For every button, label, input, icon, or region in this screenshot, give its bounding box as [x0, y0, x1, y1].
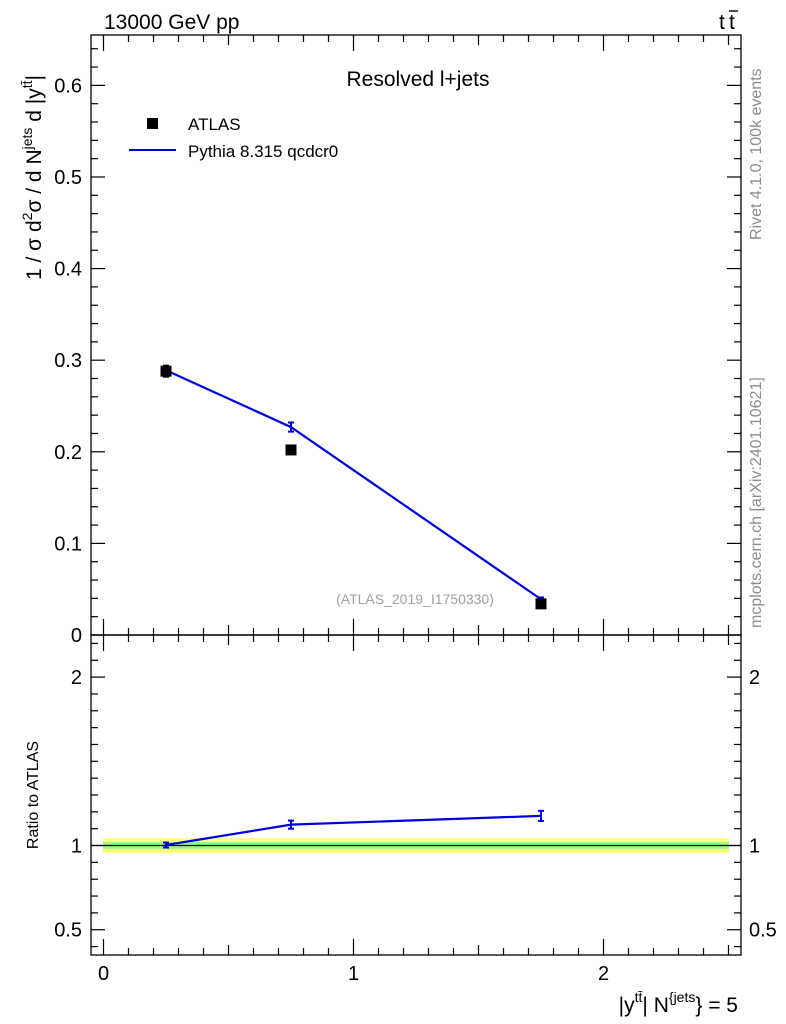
main-y-tick-label: 0.6	[54, 75, 82, 97]
main-y-tick-label: 0.3	[54, 350, 82, 372]
svg-text:t: t	[729, 11, 735, 34]
ratio-y-axis-ticks: 0.5 0.5 1 1 2 2	[54, 642, 777, 948]
main-y-axis-ticks: 0 0.1 0.2 0.3 0.4 0.5 0.6	[54, 48, 741, 647]
collision-energy-label: 13000 GeV pp	[104, 11, 239, 34]
process-label: t t	[719, 10, 738, 34]
ratio-y-tick-label-right: 2	[749, 667, 760, 689]
ratio-y-tick-label-left: 0.5	[54, 920, 82, 942]
legend-label-pythia: Pythia 8.315 qcdcr0	[188, 142, 338, 161]
atlas-data-point	[285, 444, 297, 456]
ratio-y-tick-label-left: 2	[71, 667, 82, 689]
ratio-y-axis-label: Ratio to ATLAS	[25, 741, 42, 849]
x-tick-label: 2	[598, 963, 609, 985]
main-y-tick-label: 0.2	[54, 442, 82, 464]
legend: ATLAS Pythia 8.315 qcdcr0	[129, 115, 338, 161]
main-y-axis-label: 1 / σ d2σ / d Njets d |ytt̄|	[19, 75, 46, 280]
main-series-layer	[160, 364, 547, 610]
ratio-plot-frame	[90, 634, 742, 956]
legend-marker-atlas	[147, 118, 158, 129]
pythia-line	[165, 369, 542, 601]
main-y-tick-label: 0	[71, 625, 82, 647]
plot-title: Resolved l+jets	[347, 68, 490, 91]
atlas-data-point	[535, 598, 547, 610]
x-tick-label: 1	[348, 963, 359, 985]
x-axis-label: |ytt̄| N{jets} = 5	[619, 989, 738, 1017]
x-tick-label: 0	[98, 963, 109, 985]
ratio-x-axis-ticks: 0 1 2	[98, 635, 730, 985]
atlas-data-point	[160, 365, 172, 377]
legend-label-atlas: ATLAS	[188, 115, 241, 134]
ratio-y-tick-label-left: 1	[71, 836, 82, 858]
main-y-tick-label: 0.1	[54, 533, 82, 555]
main-y-tick-label: 0.5	[54, 167, 82, 189]
main-y-tick-label: 0.4	[54, 259, 82, 281]
svg-text:t: t	[719, 11, 725, 34]
ratio-y-tick-label-right: 0.5	[749, 920, 777, 942]
main-x-axis-ticks	[102, 35, 730, 635]
ratio-y-tick-label-right: 1	[749, 836, 760, 858]
mcplots-source-label: mcplots.cern.ch [arXiv:2401.10621]	[748, 377, 765, 628]
ratio-series-layer	[163, 809, 544, 849]
analysis-watermark: (ATLAS_2019_I1750330)	[336, 591, 494, 607]
rivet-version-label: Rivet 4.1.0, 100k events	[748, 68, 765, 240]
